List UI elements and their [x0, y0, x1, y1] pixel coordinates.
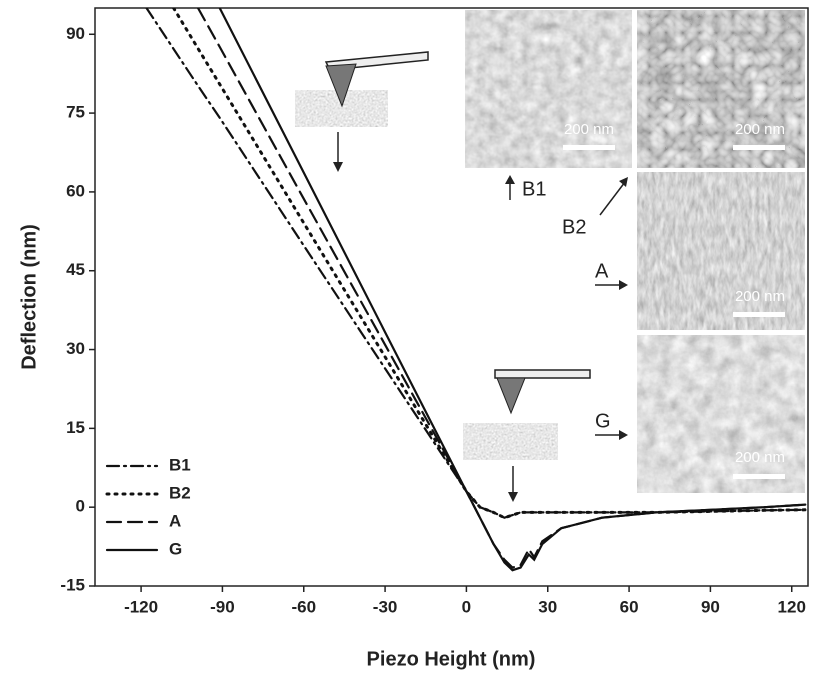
series-line: [172, 8, 807, 520]
inset-label: G: [595, 410, 611, 432]
scale-label: 200 nm: [735, 121, 785, 138]
y-tick-label: 75: [66, 103, 85, 122]
scale-label: 200 nm: [735, 288, 785, 305]
y-tick-label: 30: [66, 339, 85, 358]
x-tick-label: 60: [620, 597, 639, 616]
scale-label: 200 nm: [735, 449, 785, 466]
x-tick-label: 90: [701, 597, 720, 616]
x-tick-label: -90: [210, 597, 235, 616]
plot-frame: [94, 7, 809, 587]
y-tick-label: 60: [66, 181, 85, 200]
inset-pointers: [505, 175, 628, 440]
y-tick-label: -15: [60, 575, 85, 594]
x-tick-label: 30: [538, 597, 557, 616]
plot-area: -15 0 15 30 45 60 75 90 -120 -90 -60 -30 0 30 60 90 120 B…: [60, 7, 809, 616]
afm-insets: 200 nm 200 nm 200 nm 200 nm: [465, 10, 805, 493]
y-tick-label: 90: [66, 24, 85, 43]
x-axis-label: Piezo Height (nm): [367, 648, 536, 670]
legend-label: B2: [169, 483, 191, 502]
x-tick-label: -60: [291, 597, 316, 616]
cantilever-diagram: [295, 51, 591, 502]
series-line: [218, 8, 807, 572]
x-tick-label: -120: [124, 597, 158, 616]
x-tick-label: 120: [778, 597, 806, 616]
series-lines: [145, 8, 807, 572]
legend-label: B1: [169, 455, 191, 474]
inset-label: B1: [522, 178, 546, 200]
y-axis-label: Deflection (nm): [18, 224, 40, 370]
inset-label: B2: [562, 216, 586, 238]
x-tick-label: 0: [462, 597, 471, 616]
inset-label: A: [595, 260, 609, 282]
legend-label: A: [169, 511, 181, 530]
scale-label: 200 nm: [564, 121, 614, 138]
legend-label: G: [169, 539, 182, 558]
x-tick-label: -30: [373, 597, 398, 616]
y-tick-label: 15: [66, 418, 85, 437]
y-tick-label: 45: [66, 260, 85, 279]
y-tick-label: 0: [76, 497, 85, 516]
